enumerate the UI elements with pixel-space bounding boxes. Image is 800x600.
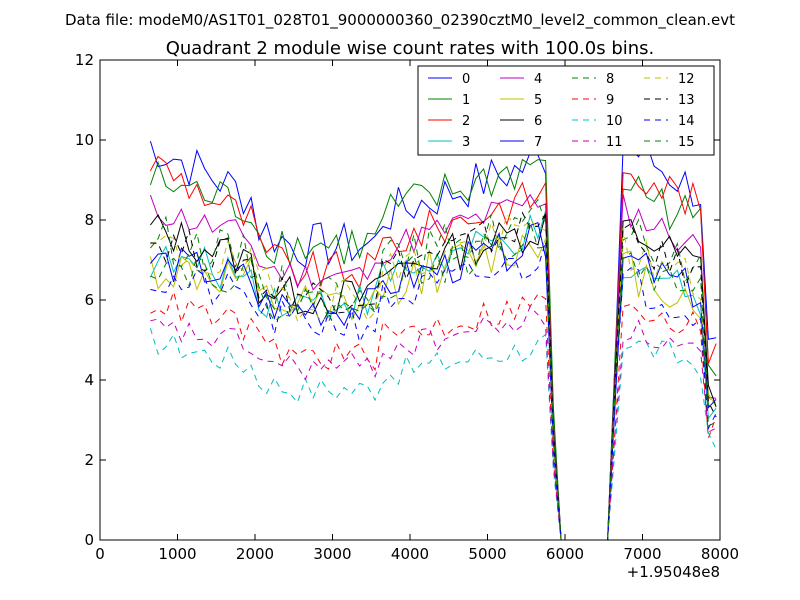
x-tick-label-8000: 8000 [701, 545, 739, 563]
x-tick-label-7000: 7000 [623, 545, 661, 563]
x-tick-label-2000: 2000 [236, 545, 274, 563]
series-line-3 [149, 210, 717, 541]
chart-title: Quadrant 2 module wise count rates with … [166, 38, 655, 59]
series-line-4 [149, 193, 717, 541]
series-line-13 [150, 211, 717, 541]
legend-label-12: 12 [678, 72, 695, 87]
legend-label-10: 10 [606, 114, 623, 129]
series-line-15 [150, 220, 717, 541]
series-line-2 [149, 155, 717, 541]
series-line-14 [150, 241, 717, 541]
legend-label-7: 7 [534, 135, 542, 150]
series-line-0 [149, 140, 717, 541]
legend-label-11: 11 [606, 135, 623, 150]
legend-label-15: 15 [678, 135, 695, 150]
y-tick-label-4: 4 [84, 371, 94, 389]
legend-label-8: 8 [606, 72, 614, 87]
legend-label-3: 3 [462, 135, 470, 150]
legend-label-5: 5 [534, 93, 542, 108]
legend-label-9: 9 [606, 93, 614, 108]
legend-label-6: 6 [534, 114, 542, 129]
y-tick-label-2: 2 [84, 451, 94, 469]
legend-label-14: 14 [678, 114, 695, 129]
x-tick-label-6000: 6000 [546, 545, 584, 563]
series-layer [149, 140, 717, 541]
legend-label-2: 2 [462, 114, 470, 129]
series-line-11 [150, 305, 717, 541]
legend-label-13: 13 [678, 93, 695, 108]
series-line-9 [150, 290, 717, 541]
legend-label-1: 1 [462, 93, 470, 108]
y-tick-label-10: 10 [75, 131, 94, 149]
plot-frame [99, 59, 721, 541]
y-tick-label-8: 8 [84, 211, 94, 229]
ticks-layer: 0 1000 2000 3000 4000 5000 6000 7000 80000246810… [75, 51, 739, 563]
series-line-12 [150, 213, 717, 541]
x-tick-label-4000: 4000 [391, 545, 429, 563]
series-line-10 [149, 328, 717, 541]
x-tick-label-0: 0 [95, 545, 105, 563]
y-tick-label-12: 12 [75, 51, 94, 69]
y-tick-label-6: 6 [84, 291, 94, 309]
legend-label-4: 4 [534, 72, 542, 87]
legend-label-0: 0 [462, 72, 470, 87]
y-tick-label-0: 0 [84, 531, 94, 549]
x-tick-label-3000: 3000 [313, 545, 351, 563]
x-axis-offset-label: +1.95048e8 [627, 563, 720, 581]
x-tick-label-1000: 1000 [158, 545, 196, 563]
data-file-suptitle: Data file: modeM0/AS1T01_028T01_90000003… [65, 11, 735, 30]
x-tick-label-5000: 5000 [468, 545, 506, 563]
legend-box [417, 65, 715, 156]
